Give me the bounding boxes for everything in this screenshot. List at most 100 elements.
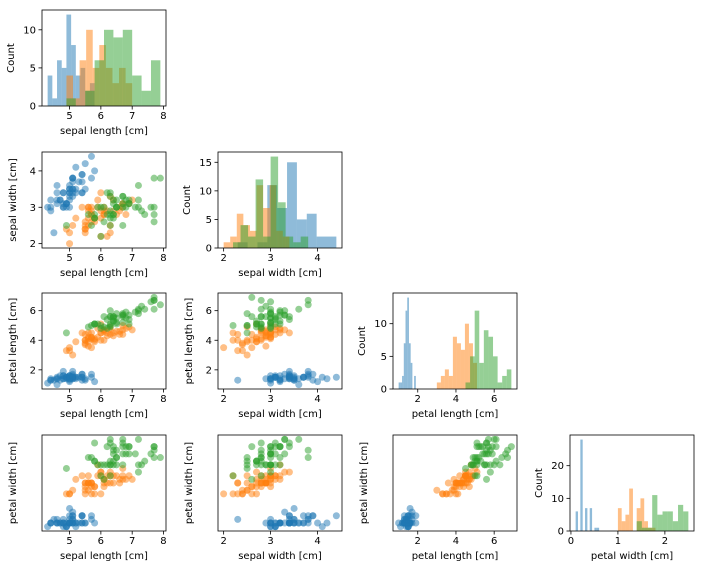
histogram-bar <box>285 236 294 248</box>
scatter-point <box>119 311 127 319</box>
x-tick-label: 5 <box>66 111 72 122</box>
scatter-point <box>295 435 303 443</box>
histogram-bar <box>293 242 301 248</box>
histogram-bar <box>263 208 270 248</box>
scatter-point <box>81 185 89 193</box>
scatter-point <box>439 490 447 498</box>
scatter-point <box>257 479 265 487</box>
histogram-bar <box>316 236 327 248</box>
scatter-point <box>87 370 95 378</box>
scatter-point <box>402 519 410 527</box>
axes-frame <box>41 9 167 107</box>
scatter-point <box>257 313 265 321</box>
x-tick-label: 6 <box>98 536 104 547</box>
axes-frame <box>217 151 343 249</box>
axes-frame <box>392 292 518 390</box>
histogram-bar <box>400 382 403 389</box>
scatter-point <box>66 240 74 248</box>
scatter-point <box>75 373 83 381</box>
scatter-point <box>234 330 242 338</box>
y-tick-label: 0 <box>30 102 36 113</box>
x-tick-label: 4 <box>314 394 320 405</box>
scatter-point <box>66 504 74 512</box>
x-tick-label: 4 <box>314 536 320 547</box>
scatter-point <box>87 344 95 352</box>
histogram-bar <box>483 330 489 389</box>
histogram-bar <box>497 382 503 389</box>
y-axis-label: petal length [cm] <box>8 298 19 385</box>
scatter-point <box>281 375 289 383</box>
scatter-point <box>50 229 58 237</box>
scatter-point <box>113 454 121 462</box>
y-axis-label: Count <box>6 43 17 73</box>
histogram-bar <box>255 179 264 248</box>
y-axis-label: Count <box>182 185 193 215</box>
scatter-point <box>304 512 312 520</box>
x-tick-label: 8 <box>160 253 166 264</box>
scatter-point <box>150 203 158 211</box>
scatter-point <box>66 375 74 383</box>
scatter-point <box>78 171 86 179</box>
histogram-bar <box>223 242 231 248</box>
x-tick-label: 6 <box>491 536 497 547</box>
y-tick-label: 2 <box>30 239 36 250</box>
scatter-point <box>59 203 67 211</box>
y-tick-label: 4 <box>206 336 212 347</box>
scatter-point <box>53 375 61 383</box>
y-tick-label: 4 <box>30 166 36 177</box>
scatter-point <box>78 512 86 520</box>
y-axis-label: sepal width [cm] <box>8 158 19 242</box>
scatter-point <box>150 211 158 219</box>
scatter-point <box>253 457 261 465</box>
scatter-point <box>134 435 142 443</box>
scatter-point <box>299 373 307 381</box>
scatter-point <box>248 344 256 352</box>
scatter-point <box>465 483 473 491</box>
histogram-bar <box>71 45 76 106</box>
scatter-point <box>141 457 149 465</box>
x-axis-label: sepal width [cm] <box>238 268 322 279</box>
scatter-point <box>444 479 452 487</box>
x-tick-label: 5 <box>66 394 72 405</box>
scatter-point <box>290 515 298 523</box>
histogram-bar <box>52 98 58 106</box>
x-axis-label: sepal length [cm] <box>60 409 148 420</box>
scatter-point <box>59 515 67 523</box>
scatter-point <box>150 454 158 462</box>
histogram-bar <box>408 343 411 389</box>
histogram-bar <box>596 527 600 531</box>
axes-frame <box>41 151 167 249</box>
scatter-point <box>47 203 55 211</box>
y-axis-label: petal length [cm] <box>184 298 195 385</box>
histogram-bar <box>230 236 237 248</box>
histogram-bar <box>452 336 457 389</box>
histogram-bar <box>150 60 161 106</box>
scatter-point <box>62 329 70 337</box>
x-tick-label: 8 <box>160 536 166 547</box>
histogram-bar <box>402 375 404 389</box>
scatter-point <box>234 490 242 498</box>
scatter-point <box>69 221 77 229</box>
scatter-point <box>87 515 95 523</box>
scatter-point <box>229 321 237 329</box>
x-tick-label: 6 <box>98 111 104 122</box>
histogram-bar <box>589 508 593 531</box>
histogram-bar <box>270 156 279 248</box>
y-axis-label: petal width [cm] <box>8 442 19 524</box>
scatter-point <box>134 310 142 318</box>
scatter-point <box>332 512 340 520</box>
scatter-point <box>323 375 331 383</box>
scatter-point <box>498 454 506 462</box>
x-tick-label: 1 <box>615 536 621 547</box>
scatter-point <box>156 454 164 462</box>
scatter-point <box>243 351 251 359</box>
scatter-point <box>243 486 251 494</box>
scatter-point <box>141 211 149 219</box>
histogram-bar <box>444 369 449 389</box>
scatter-point <box>267 443 275 451</box>
scatter-point <box>257 296 265 304</box>
x-tick-label: 7 <box>129 111 135 122</box>
scatter-point <box>304 454 312 462</box>
y-tick-label: 10 <box>374 319 387 330</box>
scatter-point <box>119 203 127 211</box>
